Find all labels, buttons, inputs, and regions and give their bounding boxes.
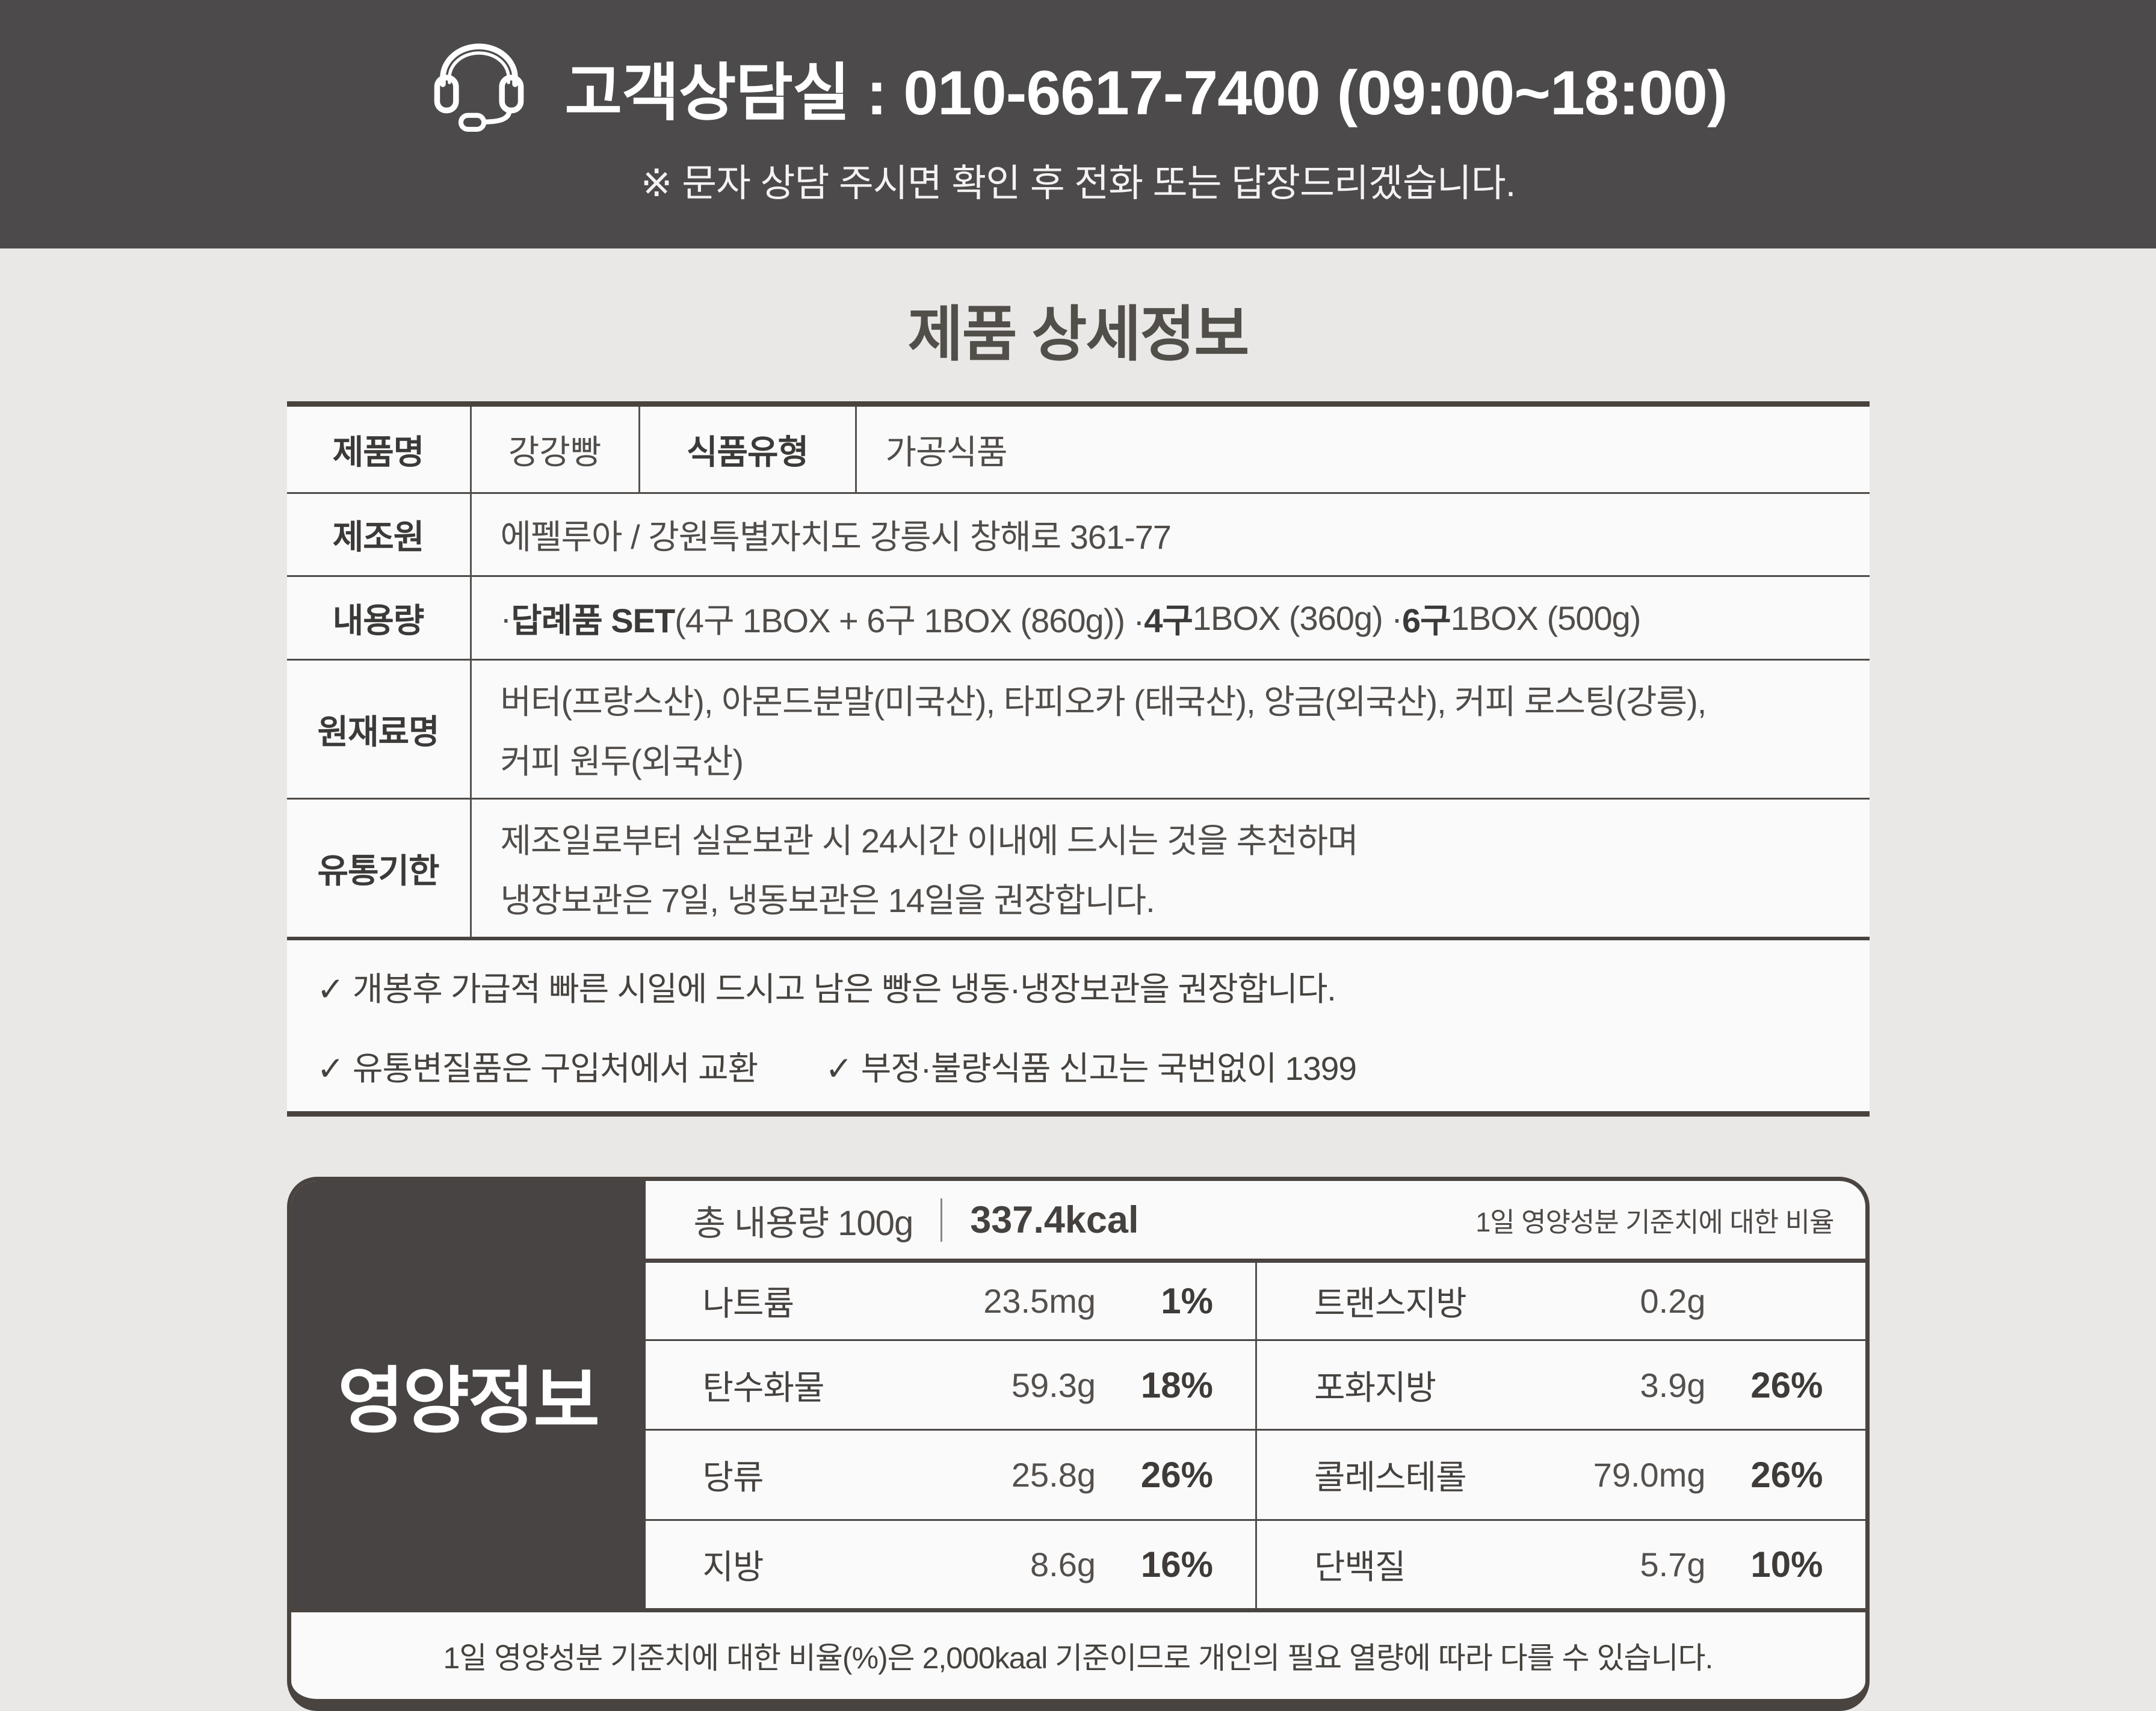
row-label: 내용량 [287,577,472,659]
nutrient-value: 0.2g [1640,1282,1706,1320]
serving-size: 총 내용량 100g [693,1203,914,1243]
net-content-value: · 답례품 SET (4구 1BOX + 6구 1BOX (860g)) · 4구 1… [500,599,1642,640]
shelf-life-line-1: 제조일로부터 실온보관 시 24시간 이내에 드시는 것을 추천하며 [500,822,1359,860]
nutrient-percent: 10% [1750,1544,1823,1585]
ingredients-line-1: 버터(프랑스산), 아몬드분말(미국산), 타피오카 (태국산), 앙금(외국산… [500,683,1707,721]
nutrient-value: 5.7g [1640,1546,1706,1583]
food-type-value: 가공식품 [885,433,1008,471]
nutrient-percent: 26% [1750,1455,1823,1495]
row-label: 제품명 [287,407,472,492]
nutrition-row-1: 나트륨 23.5mg 1% 트랜스지방 0.2g [646,1263,1865,1339]
row-label: 유통기한 [287,800,472,937]
customer-service-phone: 고객상담실 : 010-6617-7400 (09:00~18:00) [564,58,1728,128]
ingredients-line-2: 커피 원두(외국산) [500,742,744,780]
nutrient-value: 8.6g [1030,1546,1096,1583]
row-label: 원재료명 [287,661,472,798]
manufacturer-value: 에펠루아 / 강원특별자치도 강릉시 창해로 361-77 [500,518,1172,556]
nutrient-cholesterol: 콜레스테롤 79.0mg 26% [1255,1431,1865,1519]
nutrient-label: 단백질 [1314,1548,1406,1586]
row-label: 식품유형 [640,407,857,492]
note-line-2: ✓ 유통변질품은 구입처에서 교환 ✓ 부정·불량식품 신고는 국번없이 139… [317,1041,1839,1090]
nutrition-header: 총 내용량 100g 337.4kcal 1일 영양성분 기준치에 대한 비율 [645,1181,1865,1263]
product-detail-table: 제품명 강강빵 식품유형 가공식품 제조원 에펠루아 / 강원특별자치도 강릉시… [286,401,1870,1117]
banner-main-row: 고객상담실 : 010-6617-7400 (09:00~18:00) [428,42,1728,132]
nutrient-value: 25.8g [1011,1456,1096,1494]
shelf-life-line-2: 냉장보관은 7일, 냉동보관은 14일을 권장합니다. [500,881,1155,919]
nutrient-value: 59.3g [1011,1366,1096,1404]
table-row-shelf-life: 유통기한 제조일로부터 실온보관 시 24시간 이내에 드시는 것을 추천하며 … [286,798,1870,937]
calories-value: 337.4kcal [970,1198,1139,1241]
page-title: 제품 상세정보 [907,301,1250,368]
nutrition-row-4: 지방 8.6g 16% 단백질 5.7g 10% [645,1519,1865,1608]
nutrient-carbohydrate: 탄수화물 59.3g 18% [646,1341,1256,1429]
customer-service-note: ※ 문자 상담 주시면 확인 후 전화 또는 답장드리겠습니다. [640,162,1516,205]
table-row-net-content: 내용량 · 답례품 SET (4구 1BOX + 6구 1BOX (860g)) ·… [286,575,1870,659]
nutrient-percent: 26% [1140,1455,1213,1495]
daily-value-note: 1일 영양성분 기준치에 대한 비율 [1475,1207,1834,1238]
nutrient-percent: 1% [1161,1281,1213,1321]
nutrient-fat: 지방 8.6g 16% [646,1521,1256,1608]
ingredients-value: 버터(프랑스산), 아몬드분말(미국산), 타피오카 (태국산), 앙금(외국산… [472,661,1870,798]
table-row-ingredients: 원재료명 버터(프랑스산), 아몬드분말(미국산), 타피오카 (태국산), 앙… [286,659,1870,798]
nutrient-label: 포화지방 [1314,1368,1436,1407]
nutrient-label: 당류 [702,1458,764,1496]
headset-icon [434,43,524,132]
nutrient-percent: 18% [1140,1364,1213,1405]
row-label: 제조원 [287,494,472,575]
nutrient-label: 트랜스지방 [1314,1284,1467,1322]
nutrient-label: 콜레스테롤 [1314,1458,1467,1496]
customer-service-banner: 고객상담실 : 010-6617-7400 (09:00~18:00) ※ 문자… [0,0,2156,248]
nutrient-label: 나트륨 [702,1284,795,1322]
nutrition-row-2: 탄수화물 59.3g 18% 포화지방 3.9g 26% [645,1339,1865,1429]
nutrient-value: 79.0mg [1593,1456,1706,1494]
nutrient-protein: 단백질 5.7g 10% [1255,1521,1865,1608]
nutrient-sodium: 나트륨 23.5mg 1% [646,1263,1256,1339]
note-report: ✓ 부정·불량식품 신고는 국번없이 1399 [825,1050,1357,1087]
nutrient-percent: 26% [1750,1364,1823,1405]
nutrient-value: 23.5mg [983,1282,1096,1320]
storage-notes: ✓ 개봉후 가급적 빠른 시일에 드시고 남은 빵은 냉동·냉장보관을 권장합니… [286,937,1870,1111]
shelf-life-value: 제조일로부터 실온보관 시 24시간 이내에 드시는 것을 추천하며 냉장보관은… [472,800,1870,937]
nutrient-percent: 16% [1140,1544,1213,1585]
nutrient-label: 지방 [702,1548,764,1586]
nutrition-facts-box: 영양정보 총 내용량 100g 337.4kcal 1일 영양성분 기준치에 대… [286,1177,1870,1711]
nutrition-footnote: 1일 영양성분 기준치에 대한 비율(%)은 2,000kaal 기준이므로 개… [291,1608,1865,1699]
nutrition-title-panel: 영양정보 [291,1181,646,1608]
table-row-product-name: 제품명 강강빵 식품유형 가공식품 [287,407,1870,492]
nutrition-row-3: 당류 25.8g 26% 콜레스테롤 79.0mg 26% [645,1429,1865,1519]
nutrient-label: 탄수화물 [702,1368,825,1407]
page-content: 제품 상세정보 제품명 강강빵 식품유형 가공식품 제조원 에펠루아 / 강원특… [286,301,1870,1711]
nutrient-sugars: 당류 25.8g 26% [646,1431,1256,1519]
note-exchange: ✓ 유통변질품은 구입처에서 교환 [317,1050,759,1087]
table-row-manufacturer: 제조원 에펠루아 / 강원특별자치도 강릉시 창해로 361-77 [286,492,1870,575]
nutrient-value: 3.9g [1640,1366,1706,1404]
note-line-1: ✓ 개봉후 가급적 빠른 시일에 드시고 남은 빵은 냉동·냉장보관을 권장합니… [317,970,1336,1008]
product-name-value: 강강빵 [472,407,640,492]
nutrient-trans-fat: 트랜스지방 0.2g [1255,1263,1865,1339]
header-divider [941,1198,943,1242]
nutrient-saturated-fat: 포화지방 3.9g 26% [1255,1341,1865,1429]
